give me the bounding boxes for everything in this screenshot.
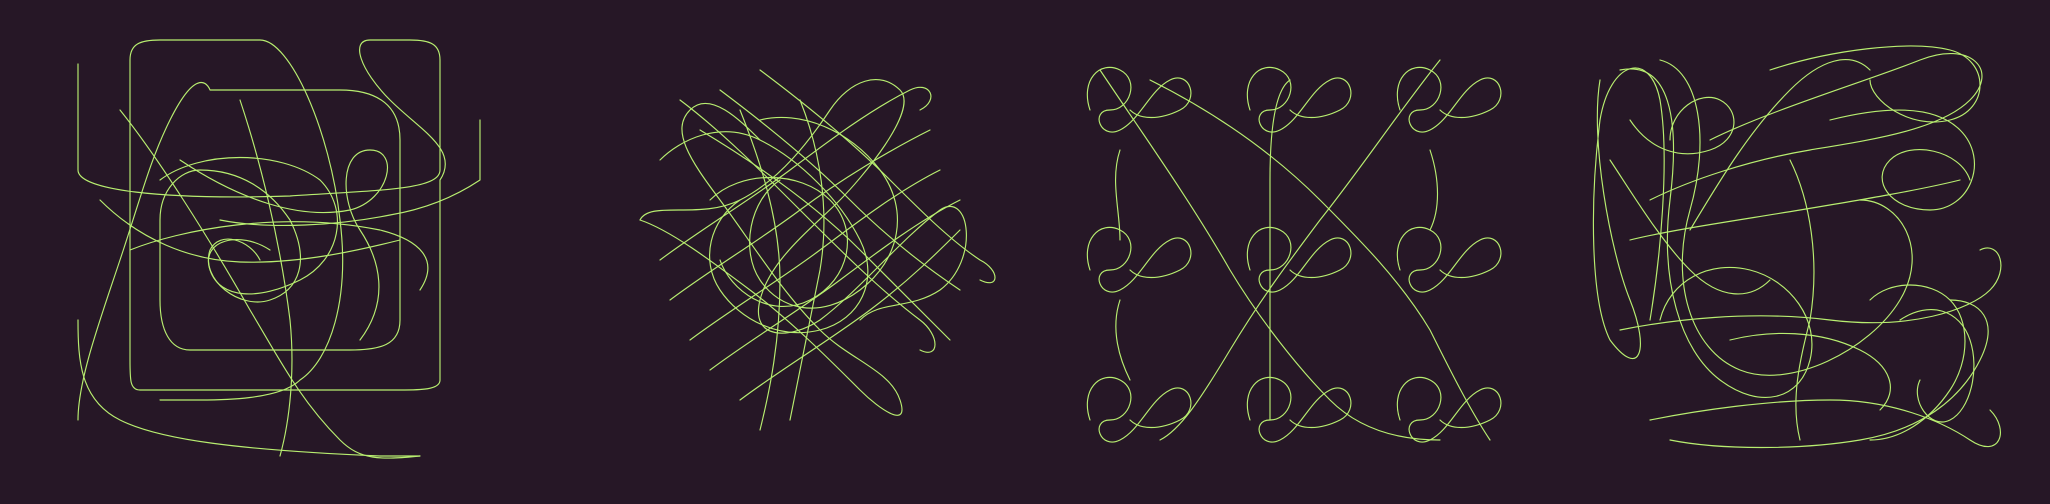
tangle-drawing-1	[77, 39, 481, 459]
tangle-stroke	[119, 109, 421, 459]
tangle-stroke	[1246, 226, 1352, 293]
tangle-stroke	[1649, 53, 1983, 201]
tangle-stroke	[659, 131, 869, 334]
tangle-stroke	[1829, 109, 1976, 211]
tangle-stroke	[159, 156, 338, 295]
tangle-stroke	[689, 169, 941, 341]
tangle-stroke	[739, 229, 961, 401]
tangle-stroke	[1099, 69, 1441, 441]
tangle-stroke	[99, 199, 401, 263]
tangle-stroke	[1149, 79, 1491, 441]
tangle-stroke	[1619, 68, 1813, 398]
tangle-stroke	[669, 129, 931, 301]
tangle-stroke	[219, 119, 481, 227]
tangle-stroke	[1629, 179, 1961, 241]
tangle-stroke	[1769, 45, 1981, 123]
tangle-stroke	[709, 177, 848, 307]
tangle-stroke	[1159, 59, 1441, 441]
tangle-stroke	[739, 109, 781, 431]
tangle-panel-1	[40, 0, 520, 504]
tangle-panel-3	[1060, 0, 1520, 504]
tangle-stroke	[1396, 226, 1502, 293]
tangle-drawing-4	[1592, 45, 2002, 449]
tangle-stroke	[77, 39, 446, 401]
tangle-drawing-2	[639, 69, 996, 431]
tangle-stroke	[1396, 66, 1502, 133]
tangle-stroke	[709, 199, 961, 371]
tangle-stroke	[239, 99, 293, 457]
tangle-stroke	[77, 81, 401, 421]
tangle-stroke	[749, 116, 899, 309]
tangle-stroke	[1592, 67, 1665, 360]
tangle-stroke	[77, 319, 421, 457]
tangle-drawing-3	[1086, 59, 1502, 443]
tangle-stroke	[1269, 79, 1291, 421]
tangle-stroke	[639, 79, 967, 334]
tangle-stroke	[1669, 299, 1989, 449]
tangle-stroke	[1689, 59, 1871, 231]
tangle-stroke	[1629, 96, 1735, 155]
tangle-stroke	[1086, 376, 1192, 443]
tangle-stroke	[1649, 399, 2001, 448]
tangle-stroke	[1899, 309, 1975, 423]
tangle-stroke	[1086, 226, 1192, 293]
tangle-stroke	[1429, 149, 1439, 231]
tangle-stroke	[659, 86, 932, 261]
tangle-stroke	[1729, 332, 1891, 411]
tangle-stroke	[719, 89, 961, 291]
tangle-stroke	[1115, 149, 1121, 241]
tangle-stroke	[789, 99, 825, 421]
tangle-stroke	[129, 221, 429, 291]
tangle-stroke	[179, 149, 388, 341]
tangle-stroke	[679, 99, 936, 353]
tangle-stroke	[759, 69, 996, 284]
tangle-stroke	[1115, 299, 1131, 381]
tangle-stroke	[699, 129, 951, 341]
tangle-stroke	[1246, 66, 1352, 133]
tangle-stroke	[1246, 376, 1352, 443]
tangle-stroke	[1789, 159, 1815, 441]
tangle-stroke	[1659, 59, 1913, 376]
tangle-panel-4	[1570, 0, 2020, 504]
tangle-stroke	[1609, 159, 1771, 295]
tangle-panel-2	[560, 0, 1020, 504]
tangle-stroke	[1086, 66, 1192, 133]
tangle-stroke	[1619, 247, 2002, 331]
tangle-stroke	[1869, 284, 1966, 441]
